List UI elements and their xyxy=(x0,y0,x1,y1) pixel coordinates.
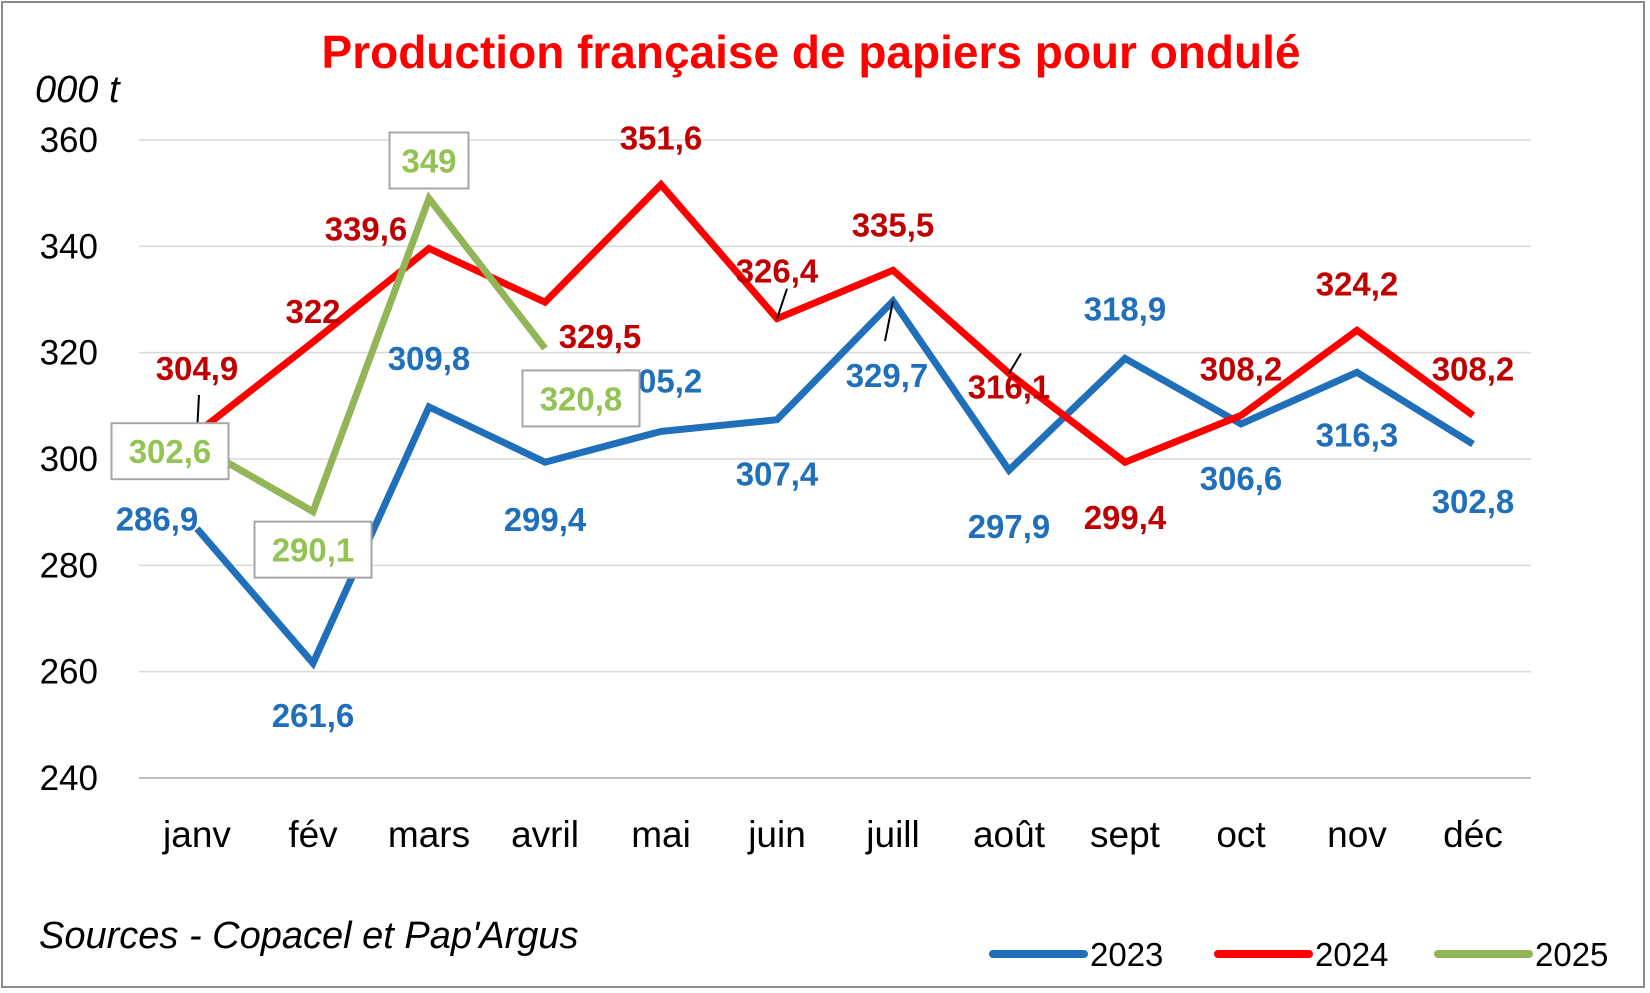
data-label-2024: 316,1 xyxy=(968,368,1051,405)
x-tick-label: sept xyxy=(1090,814,1161,855)
line-chart: Production française de papiers pour ond… xyxy=(35,26,1608,973)
leader-line xyxy=(884,300,894,342)
x-tick-label: oct xyxy=(1216,814,1266,855)
data-label-2025: 302,6 xyxy=(129,433,212,470)
series-line-2025 xyxy=(195,191,548,517)
data-label-2023: 261,6 xyxy=(272,697,355,734)
data-label-box xyxy=(388,131,470,190)
leader-line xyxy=(776,288,788,319)
legend-label-2024: 2024 xyxy=(1315,936,1388,973)
source-note: Sources - Copacel et Pap'Argus xyxy=(39,915,579,957)
data-label-2024: 351,6 xyxy=(620,120,703,157)
x-tick-label: juin xyxy=(747,814,806,855)
x-tick-label: déc xyxy=(1443,814,1503,855)
data-label-2024: 322 xyxy=(285,293,340,330)
data-label-2024: 304,9 xyxy=(156,350,239,387)
data-label-2023: 306,6 xyxy=(1200,460,1283,497)
data-label-2024: 308,2 xyxy=(1432,350,1515,387)
data-label-box xyxy=(521,369,641,428)
data-label-2024: 335,5 xyxy=(852,206,935,243)
x-tick-label: janv xyxy=(162,814,231,855)
y-tick-label: 280 xyxy=(40,546,98,585)
x-tick-label: nov xyxy=(1327,814,1387,855)
data-label-2024: 299,4 xyxy=(1084,499,1167,536)
data-label-box xyxy=(253,520,373,579)
x-tick-label: mars xyxy=(388,814,470,855)
data-label-2025: 320,8 xyxy=(540,380,623,417)
y-tick-label: 240 xyxy=(40,759,98,798)
data-label-2023: 318,9 xyxy=(1084,291,1167,328)
legend: 2023 2024 2025 xyxy=(989,936,1608,973)
x-tick-label: fév xyxy=(288,814,338,855)
series-line-2024 xyxy=(194,179,1476,467)
legend-label-2025: 2025 xyxy=(1535,936,1608,973)
x-tick-label: mai xyxy=(631,814,691,855)
data-label-2023: 309,8 xyxy=(388,340,471,377)
leader-line xyxy=(1008,352,1022,374)
data-label-2025: 349 xyxy=(401,142,456,179)
legend-label-2023: 2023 xyxy=(1090,936,1163,973)
data-label-2024: 339,6 xyxy=(325,210,408,247)
data-label-2023: 307,4 xyxy=(736,456,819,493)
y-axis-unit-label: 000 t xyxy=(35,69,121,111)
y-tick-label: 360 xyxy=(40,121,98,160)
data-label-2024: 308,2 xyxy=(1200,350,1283,387)
data-label-2023: 299,4 xyxy=(504,501,587,538)
data-label-2024: 326,4 xyxy=(736,253,819,290)
data-label-2023: 302,8 xyxy=(1432,483,1515,520)
data-label-2025: 290,1 xyxy=(272,532,355,569)
y-tick-label: 340 xyxy=(40,227,98,266)
chart-title: Production française de papiers pour ond… xyxy=(322,26,1301,78)
data-label-2023: 286,9 xyxy=(116,501,199,538)
y-tick-label: 320 xyxy=(40,334,98,373)
x-tick-label: avril xyxy=(511,814,579,855)
data-label-2024: 324,2 xyxy=(1316,265,1399,302)
y-tick-label: 260 xyxy=(40,653,98,692)
data-label-2023: 297,9 xyxy=(968,508,1051,545)
data-label-2023: 316,3 xyxy=(1316,416,1399,453)
series-line-2023 xyxy=(194,295,1475,670)
x-axis-ticks: janv fév mars avril mai juin juill août sept oct n… xyxy=(162,814,1503,855)
data-label-2024: 329,5 xyxy=(559,318,642,355)
series-lines xyxy=(194,179,1476,670)
data-label-box xyxy=(110,422,230,481)
y-tick-label: 300 xyxy=(40,440,98,479)
y-axis-ticks: 360 340 320 300 280 260 240 xyxy=(40,121,98,798)
data-label-2023: 329,7 xyxy=(846,357,929,394)
x-tick-label: août xyxy=(973,814,1046,855)
x-tick-label: juill xyxy=(865,814,919,855)
data-labels: 286,9261,6309,8299,4305,2307,4329,7297,9… xyxy=(110,120,1515,734)
